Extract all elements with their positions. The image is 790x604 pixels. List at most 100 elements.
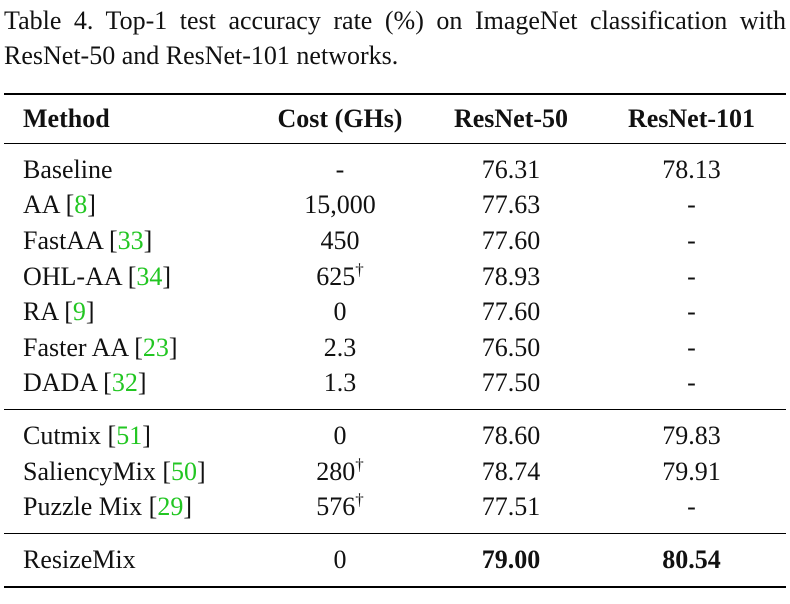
method-name: DADA xyxy=(23,368,97,398)
cost-value: 0 xyxy=(333,420,347,450)
table-header-row: Method Cost (GHs) ResNet-50 ResNet-101 xyxy=(4,95,786,143)
resnet101-cell: 78.13 xyxy=(662,154,721,184)
cost-cell: 0 xyxy=(255,545,425,575)
method-name: SaliencyMix xyxy=(23,456,156,486)
resnet50-cell: 78.93 xyxy=(481,261,541,291)
table-row: Baseline - 76.31 78.13 xyxy=(4,152,786,188)
citation-bracket-close: ] xyxy=(85,297,95,327)
resnet101-cell: - xyxy=(687,225,696,255)
method-cell: AA [8] xyxy=(4,190,255,220)
table-row: Puzzle Mix [29] 576† 77.51- xyxy=(4,489,786,525)
table-caption: Table 4. Top-1 test accuracy rate (%) on… xyxy=(4,6,786,70)
citation-bracket-close: ] xyxy=(142,420,151,450)
table-body: Baseline -76.31 78.13 AA [8] 15,000 77.63- Fas… xyxy=(4,144,786,586)
method-cell: Cutmix [51] xyxy=(4,421,255,451)
citation-bracket-open: [ xyxy=(65,190,75,220)
citation-bracket-close: ] xyxy=(197,456,206,486)
method-cell: RA [9] xyxy=(4,297,255,327)
citation-bracket-open: [ xyxy=(103,368,112,398)
cost-cell: 576† xyxy=(255,490,425,522)
cost-cell: 450 xyxy=(255,226,425,256)
citation-bracket-open: [ xyxy=(107,420,117,450)
method-cell: Faster AA [23] xyxy=(4,333,255,363)
method-name: Baseline xyxy=(23,154,113,184)
method-cell: FastAA [33] xyxy=(4,226,255,256)
row-group: Baseline -76.31 78.13 AA [8] 15,000 77.63- Fas… xyxy=(4,144,786,409)
table-row: FastAA [33] 450 77.60 - xyxy=(4,223,786,259)
cost-cell: 0 xyxy=(255,421,425,451)
citation-ref: 8 xyxy=(74,190,88,220)
cost-value: 625 xyxy=(316,261,356,291)
method-cell: SaliencyMix [50] xyxy=(4,457,255,487)
citation-bracket-open: [ xyxy=(134,332,143,362)
cost-value: 0 xyxy=(333,297,347,327)
header-resnet50: ResNet-50 xyxy=(453,104,569,133)
dagger-mark: † xyxy=(355,454,364,474)
resnet101-cell: - xyxy=(687,297,696,327)
resnet101-cell: 79.83 xyxy=(662,420,721,450)
resnet101-cell: - xyxy=(687,261,696,291)
resnet101-cell: - xyxy=(687,332,696,362)
method-cell: ResizeMix xyxy=(4,545,255,575)
results-table: Method Cost (GHs) ResNet-50 ResNet-101 B… xyxy=(4,93,786,588)
method-name: Puzzle Mix xyxy=(23,492,143,522)
citation-ref: 32 xyxy=(111,368,138,398)
cost-value: 0 xyxy=(333,544,347,574)
citation-bracket-open: [ xyxy=(148,492,158,522)
table-row: DADA [32] 1.3 77.50 - xyxy=(4,366,786,402)
resnet50-cell: 77.51 xyxy=(481,492,541,522)
cost-value: 576 xyxy=(316,492,356,522)
group-rule xyxy=(4,532,786,534)
cost-value: 450 xyxy=(320,225,360,255)
method-cell: Baseline xyxy=(4,155,255,185)
citation-ref: 34 xyxy=(136,261,163,291)
row-group: ResizeMix 0 79.00 80.54 xyxy=(4,534,786,586)
citation-bracket-open: [ xyxy=(162,456,172,486)
citation-ref: 29 xyxy=(157,492,184,522)
bottom-rule xyxy=(4,585,786,588)
resnet50-cell: 77.50 xyxy=(481,368,541,398)
top-rule xyxy=(4,93,786,95)
method-name: RA xyxy=(23,297,58,327)
cost-value: 280 xyxy=(316,456,356,486)
method-name: ResizeMix xyxy=(23,544,136,574)
resnet50-cell: 77.60 xyxy=(481,297,541,327)
method-name: FastAA xyxy=(23,225,103,255)
resnet50-cell: 76.31 xyxy=(481,154,541,184)
method-cell: DADA [32] xyxy=(4,368,255,398)
citation-bracket-close: ] xyxy=(87,190,96,220)
resnet101-cell: 79.91 xyxy=(662,456,721,486)
table-row: SaliencyMix [50] 280† 78.74 79.91 xyxy=(4,454,786,490)
cost-cell: 625† xyxy=(255,261,425,292)
cost-cell: 0 xyxy=(255,297,425,327)
citation-bracket-open: [ xyxy=(64,297,73,327)
resnet50-cell: 76.50 xyxy=(481,332,541,362)
resnet50-cell: 78.60 xyxy=(481,420,541,450)
header-method: Method xyxy=(23,104,110,133)
citation-bracket-open: [ xyxy=(108,225,118,255)
method-name: OHL-AA xyxy=(23,261,122,291)
header-resnet101: ResNet-101 xyxy=(627,104,756,133)
citation-ref: 33 xyxy=(117,225,144,255)
citation-bracket-close: ] xyxy=(168,332,178,362)
cost-value: 15,000 xyxy=(304,190,376,220)
citation-ref: 9 xyxy=(72,297,86,327)
citation-bracket-close: ] xyxy=(137,368,147,398)
resnet101-cell: - xyxy=(687,492,696,522)
resnet101-cell: - xyxy=(687,190,696,220)
table-row: RA [9] 0 77.60 - xyxy=(4,294,786,330)
header-cost: Cost (GHs) xyxy=(277,104,403,133)
resnet50-cell: 78.74 xyxy=(481,456,541,486)
method-cell: OHL-AA [34] xyxy=(4,262,255,292)
method-name: AA xyxy=(23,190,60,220)
cost-cell: - xyxy=(255,155,425,185)
cost-value: 1.3 xyxy=(323,368,357,398)
table-row: Faster AA [23] 2.3 76.50 - xyxy=(4,330,786,366)
table-row: Cutmix [51] 0 78.60 79.83 xyxy=(4,418,786,454)
cost-value: - xyxy=(335,154,345,184)
dagger-mark: † xyxy=(355,490,364,510)
method-name: Cutmix xyxy=(23,420,102,450)
table-row: AA [8] 15,000 77.63 - xyxy=(4,188,786,224)
table-row: ResizeMix 0 79.00 80.54 xyxy=(4,542,786,578)
citation-bracket-close: ] xyxy=(143,225,153,255)
